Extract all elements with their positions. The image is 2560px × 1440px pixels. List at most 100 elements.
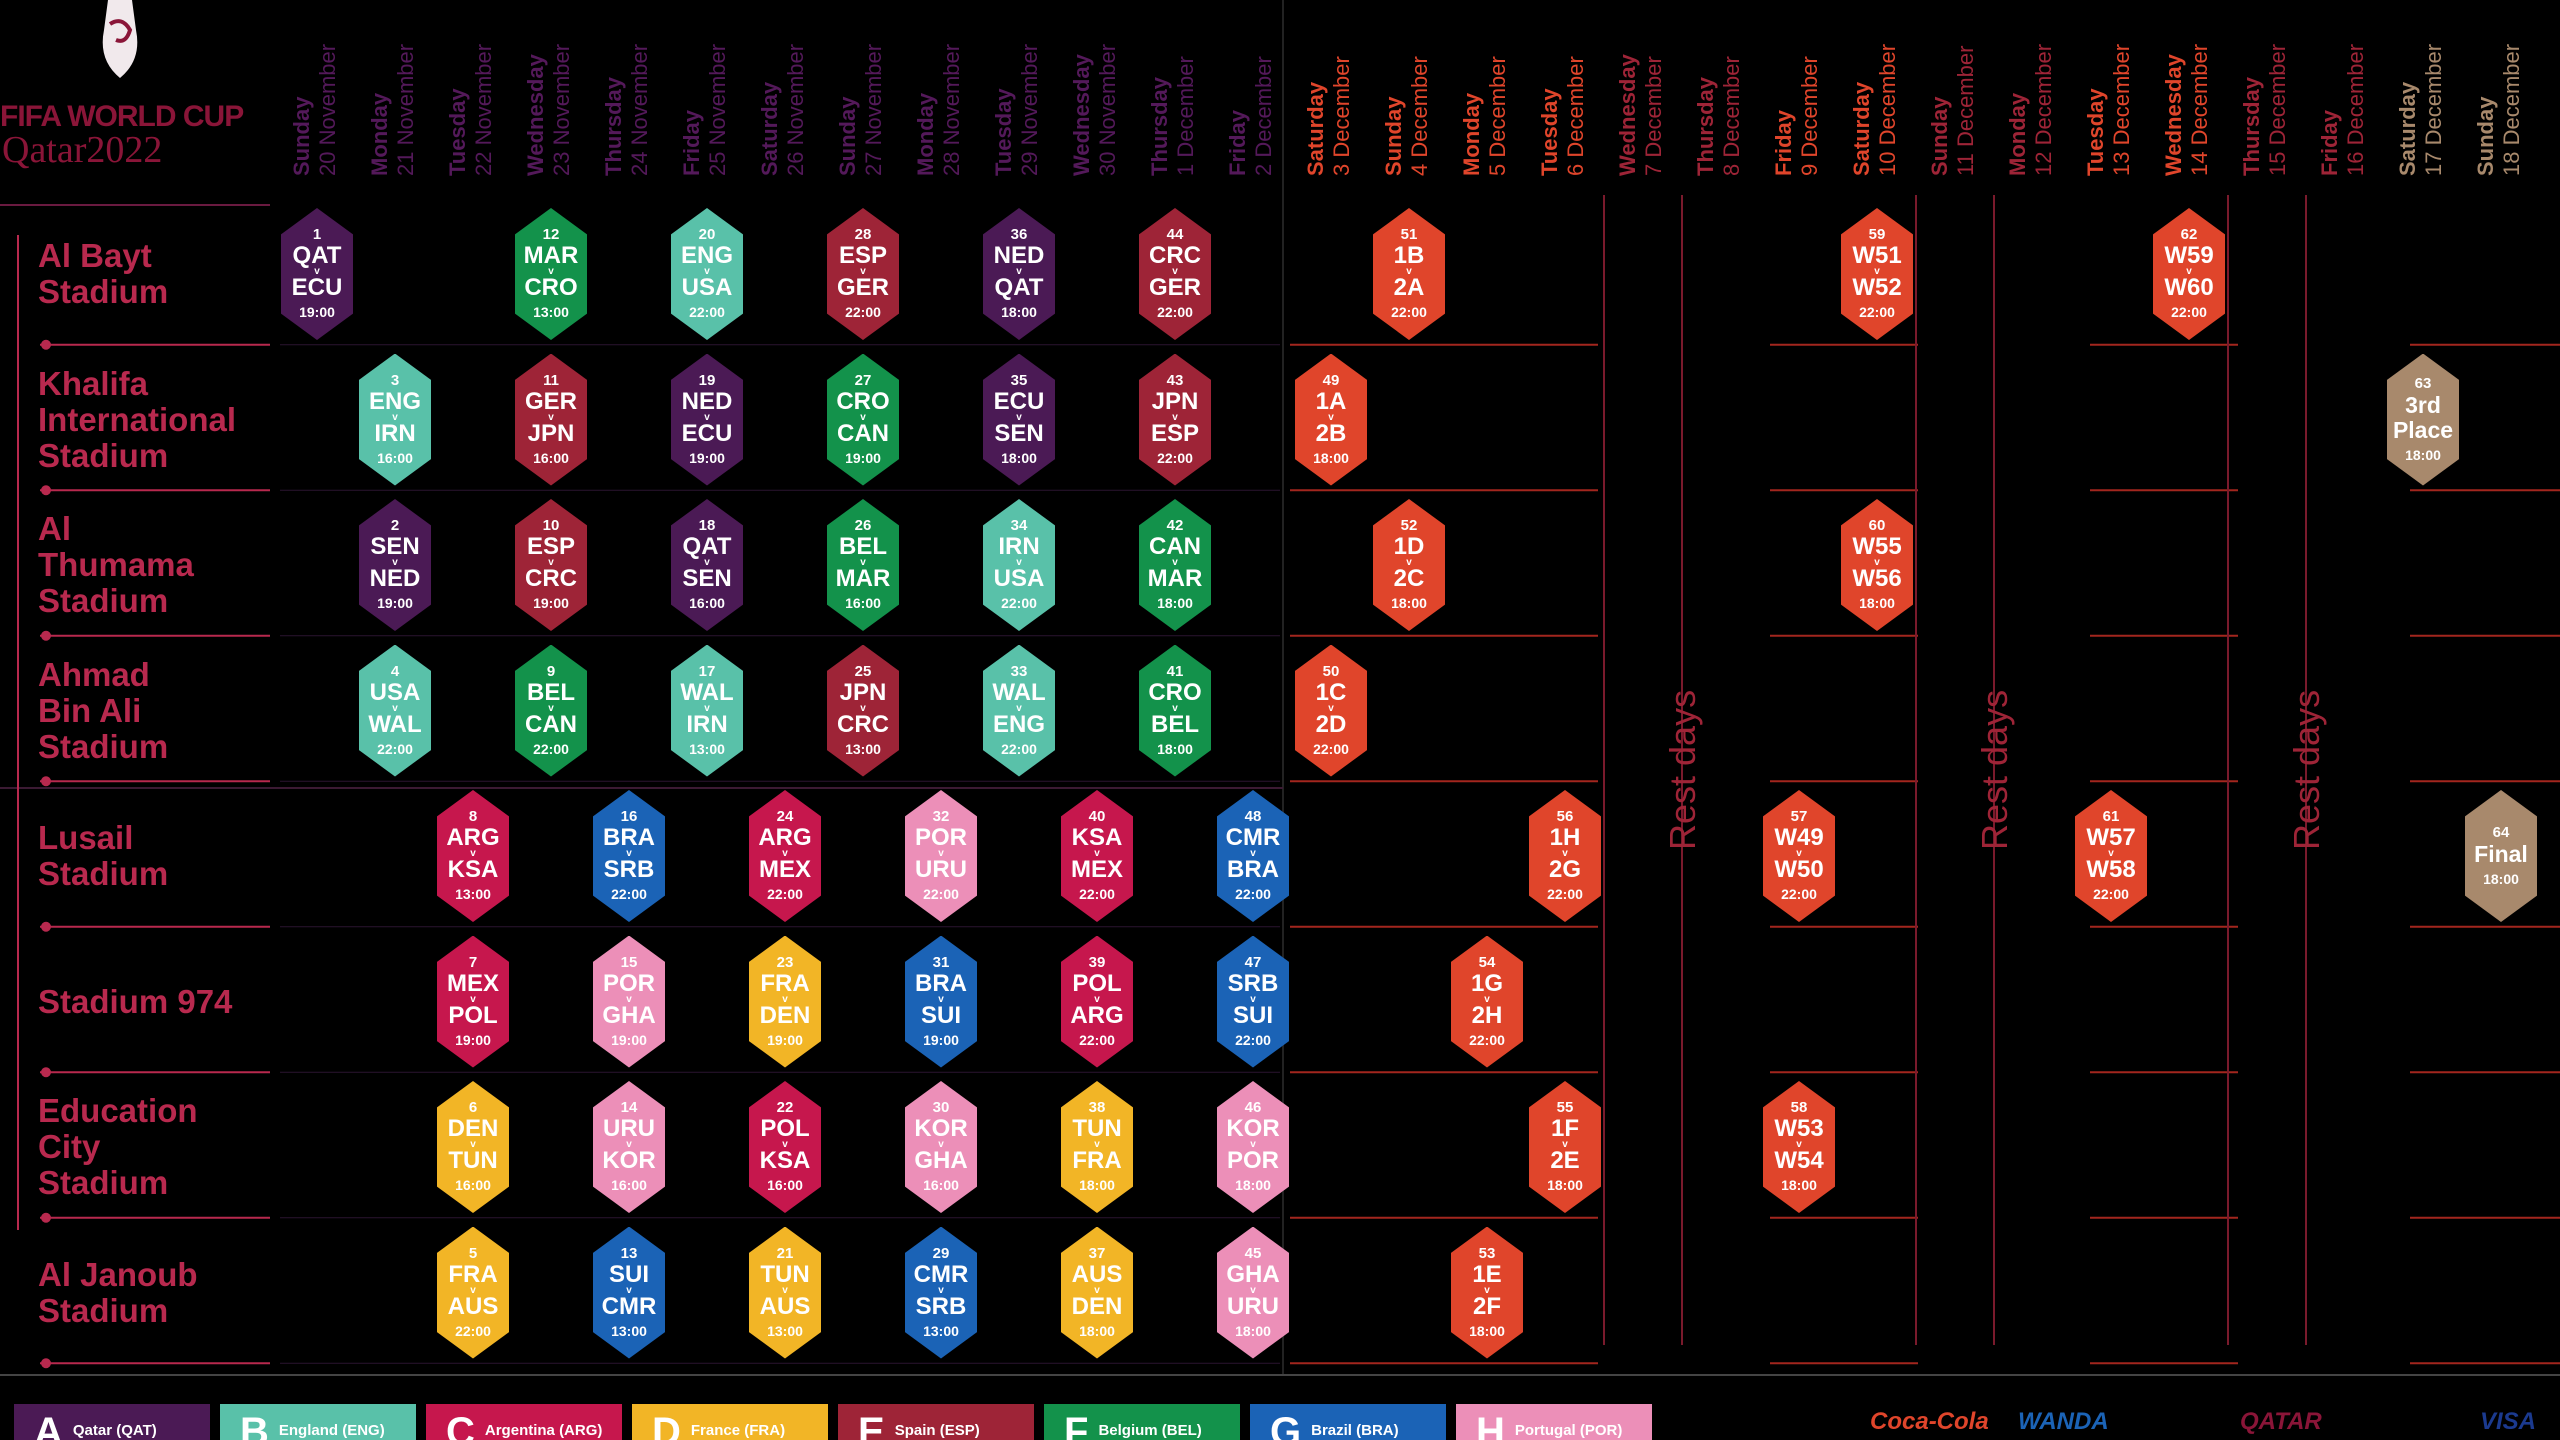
match-badge[interactable]: 2 SEN v NED 19:00 — [359, 499, 431, 631]
match-badge[interactable]: 60 W55 v W56 18:00 — [1841, 499, 1913, 631]
match-badge[interactable]: 59 W51 v W52 22:00 — [1841, 208, 1913, 340]
match-badge[interactable]: 51 1B v 2A 22:00 — [1373, 208, 1445, 340]
match-badge[interactable]: 26 BEL v MAR 16:00 — [827, 499, 899, 631]
match-badge[interactable]: 16 BRA v SRB 22:00 — [593, 790, 665, 922]
versus-label: v — [626, 993, 632, 1005]
world-cup-trophy-icon — [102, 0, 138, 78]
team-away: FRA — [1072, 1147, 1122, 1174]
kickoff-time: 18:00 — [1313, 449, 1349, 466]
match-badge[interactable]: 1 QAT v ECU 19:00 — [281, 208, 353, 340]
team-home: W53 — [1774, 1115, 1824, 1142]
match-badge[interactable]: 15 POR v GHA 19:00 — [593, 935, 665, 1068]
match-badge[interactable]: 35 ECU v SEN 18:00 — [983, 353, 1055, 486]
versus-label: v — [1016, 557, 1022, 568]
kickoff-time: 22:00 — [845, 304, 881, 320]
versus-label: v — [782, 1284, 788, 1296]
match-badge[interactable]: 20 ENG v USA 22:00 — [671, 208, 743, 340]
match-badge[interactable]: 21 TUN v AUS 13:00 — [749, 1226, 821, 1359]
match-badge[interactable]: 47 SRB v SUI 22:00 — [1217, 935, 1289, 1068]
team-home: 1E — [1472, 1260, 1502, 1288]
team-away: CRC — [837, 710, 889, 738]
match-badge[interactable]: 50 1C v 2D 22:00 — [1295, 644, 1367, 777]
match-badge[interactable]: 11 GER v JPN 16:00 — [515, 353, 587, 486]
match-badge[interactable]: 29 CMR v SRB 13:00 — [905, 1226, 977, 1359]
match-badge[interactable]: 62 W59 v W60 22:00 — [2153, 208, 2225, 340]
versus-label: v — [548, 266, 554, 277]
match-badge[interactable]: 53 1E v 2F 18:00 — [1451, 1226, 1523, 1359]
kickoff-time: 19:00 — [767, 1031, 803, 1048]
match-badge[interactable]: 58 W53 v W54 18:00 — [1763, 1081, 1835, 1213]
stadium-divider-dot — [41, 1358, 51, 1369]
match-badge[interactable]: 8 ARG v KSA 13:00 — [437, 790, 509, 922]
match-badge[interactable]: 57 W49 v W50 22:00 — [1763, 790, 1835, 922]
match-badge[interactable]: 9 BEL v CAN 22:00 — [515, 644, 587, 777]
match-badge[interactable]: 38 TUN v FRA 18:00 — [1061, 1081, 1133, 1213]
match-badge[interactable]: 63 3rd Place 18:00 — [2387, 353, 2459, 486]
match-badge[interactable]: 25 JPN v CRC 13:00 — [827, 644, 899, 777]
match-number: 21 — [776, 1244, 794, 1262]
team-home: W59 — [2164, 242, 2214, 269]
match-badge[interactable]: 45 GHA v URU 18:00 — [1217, 1226, 1289, 1359]
kickoff-time: 18:00 — [1235, 1177, 1271, 1193]
team-home: MEX — [446, 969, 499, 997]
match-badge[interactable]: 54 1G v 2H 22:00 — [1451, 935, 1523, 1068]
match-badge[interactable]: 64 Final 18:00 — [2465, 790, 2537, 922]
match-number: 14 — [620, 1099, 638, 1116]
team-home: DEN — [447, 1115, 499, 1142]
match-badge[interactable]: 41 CRO v BEL 18:00 — [1139, 644, 1211, 777]
match-number: 18 — [698, 517, 716, 534]
match-badge[interactable]: 43 JPN v ESP 22:00 — [1139, 353, 1211, 486]
team-away: SUI — [920, 1001, 961, 1029]
team-home: BRA — [603, 824, 655, 851]
match-badge[interactable]: 46 KOR v POR 18:00 — [1217, 1081, 1289, 1213]
match-badge[interactable]: 61 W57 v W58 22:00 — [2075, 790, 2147, 922]
team-home: GHA — [1226, 1260, 1280, 1288]
kickoff-time: 16:00 — [533, 449, 569, 466]
match-badge[interactable]: 10 ESP v CRC 19:00 — [515, 499, 587, 631]
match-badge[interactable]: 30 KOR v GHA 16:00 — [905, 1081, 977, 1213]
team-home: BEL — [839, 533, 887, 560]
kickoff-time: 16:00 — [845, 595, 881, 611]
match-badge[interactable]: 12 MAR v CRO 13:00 — [515, 208, 587, 340]
match-badge[interactable]: 31 BRA v SUI 19:00 — [905, 935, 977, 1068]
match-badge[interactable]: 3 ENG v IRN 16:00 — [359, 353, 431, 486]
match-badge[interactable]: 22 POL v KSA 16:00 — [749, 1081, 821, 1213]
match-badge[interactable]: 32 POR v URU 22:00 — [905, 790, 977, 922]
match-badge[interactable]: 36 NED v QAT 18:00 — [983, 208, 1055, 340]
match-badge[interactable]: 6 DEN v TUN 16:00 — [437, 1081, 509, 1213]
match-badge[interactable]: 52 1D v 2C 18:00 — [1373, 499, 1445, 631]
match-badge[interactable]: 49 1A v 2B 18:00 — [1295, 353, 1367, 486]
match-number: 22 — [776, 1099, 794, 1116]
kickoff-time: 22:00 — [611, 886, 647, 902]
match-badge[interactable]: 27 CRO v CAN 19:00 — [827, 353, 899, 486]
legend-group: G Brazil (BRA) — [1250, 1404, 1446, 1440]
match-badge[interactable]: 44 CRC v GER 22:00 — [1139, 208, 1211, 340]
match-badge[interactable]: 39 POL v ARG 22:00 — [1061, 935, 1133, 1068]
match-badge[interactable]: 23 FRA v DEN 19:00 — [749, 935, 821, 1068]
team-home: POL — [1072, 969, 1122, 997]
match-badge[interactable]: 56 1H v 2G 22:00 — [1529, 790, 1601, 922]
kickoff-time: 22:00 — [2171, 304, 2207, 320]
team-home: JPN — [1151, 387, 1199, 415]
match-badge[interactable]: 7 MEX v POL 19:00 — [437, 935, 509, 1068]
match-badge[interactable]: 40 KSA v MEX 22:00 — [1061, 790, 1133, 922]
sponsor-logo: WANDA — [2018, 1408, 2109, 1435]
match-badge[interactable]: 13 SUI v CMR 13:00 — [593, 1226, 665, 1359]
match-badge[interactable]: 18 QAT v SEN 16:00 — [671, 499, 743, 631]
kickoff-time: 22:00 — [1157, 449, 1193, 466]
match-badge[interactable]: 28 ESP v GER 22:00 — [827, 208, 899, 340]
match-badge[interactable]: 55 1F v 2E 18:00 — [1529, 1081, 1601, 1213]
match-badge[interactable]: 37 AUS v DEN 18:00 — [1061, 1226, 1133, 1359]
match-badge[interactable]: 42 CAN v MAR 18:00 — [1139, 499, 1211, 631]
match-badge[interactable]: 24 ARG v MEX 22:00 — [749, 790, 821, 922]
match-badge[interactable]: 19 NED v ECU 19:00 — [671, 353, 743, 486]
match-badge[interactable]: 33 WAL v ENG 22:00 — [983, 644, 1055, 777]
match-number: 39 — [1088, 953, 1106, 971]
match-badge[interactable]: 5 FRA v AUS 22:00 — [437, 1226, 509, 1359]
match-badge[interactable]: 4 USA v WAL 22:00 — [359, 644, 431, 777]
match-number: 43 — [1166, 371, 1184, 389]
match-badge[interactable]: 34 IRN v USA 22:00 — [983, 499, 1055, 631]
match-badge[interactable]: 17 WAL v IRN 13:00 — [671, 644, 743, 777]
match-badge[interactable]: 14 URU v KOR 16:00 — [593, 1081, 665, 1213]
match-badge[interactable]: 48 CMR v BRA 22:00 — [1217, 790, 1289, 922]
